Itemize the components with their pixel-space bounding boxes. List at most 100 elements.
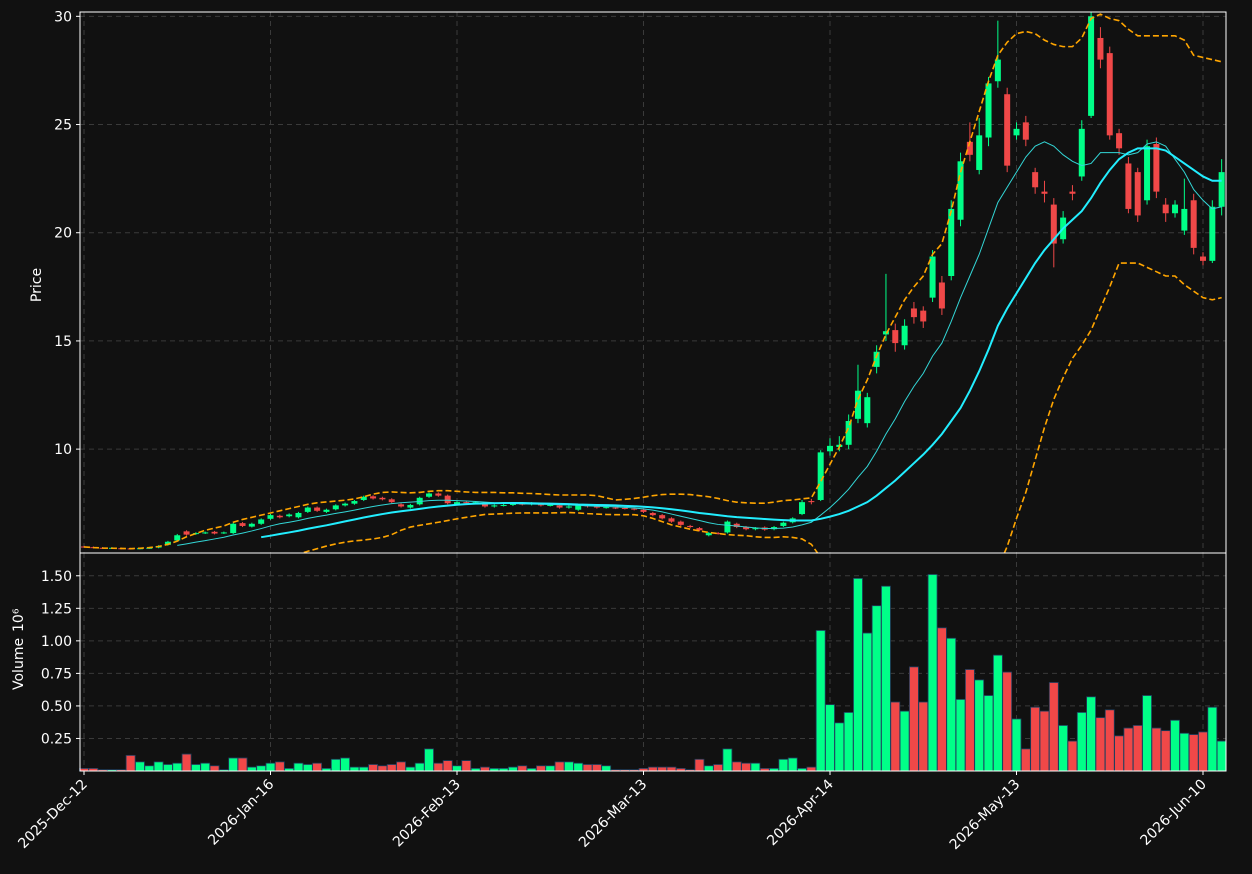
candle-body <box>1190 200 1197 248</box>
y-tick-label: 20 <box>54 226 72 242</box>
volume-bar <box>573 762 584 772</box>
candle-body <box>192 533 199 535</box>
volume-bar <box>750 762 761 772</box>
volume-bar <box>1132 725 1143 772</box>
candle-body <box>407 504 414 508</box>
candle-body <box>1209 206 1216 261</box>
volume-bar <box>1123 727 1134 772</box>
volume-bar <box>881 585 891 772</box>
candle-body <box>500 504 507 506</box>
volume-bar <box>1160 730 1171 772</box>
candle-body <box>1088 16 1095 116</box>
candle-body <box>873 351 880 367</box>
volume-tick-label: 1.50 <box>41 569 72 585</box>
volume-bar <box>200 762 211 772</box>
volume-bar <box>414 762 425 772</box>
volume-bar <box>554 761 565 772</box>
volume-bar <box>228 757 239 772</box>
candle-body <box>426 493 433 497</box>
candle-body <box>808 501 815 503</box>
candle-body <box>276 515 283 518</box>
volume-bar <box>172 762 183 772</box>
volume-bar <box>1104 709 1115 772</box>
volume-bar <box>806 766 817 772</box>
volume-bar <box>1048 682 1059 772</box>
candle-body <box>1106 53 1113 136</box>
volume-bar <box>1170 719 1180 772</box>
y-tick-label: 30 <box>54 9 72 25</box>
candle-body <box>481 504 488 507</box>
volume-bar <box>1188 734 1199 772</box>
volume-bar <box>1198 731 1208 772</box>
y-tick-label: 25 <box>54 118 72 134</box>
volume-bar <box>657 766 668 772</box>
bollinger-band <box>83 13 1222 550</box>
candle-body <box>631 508 638 510</box>
volume-bar <box>1114 735 1124 772</box>
volume-bar <box>843 712 854 772</box>
moving-average <box>261 147 1222 539</box>
volume-bar <box>377 765 388 772</box>
candle-body <box>183 531 190 535</box>
volume-bar <box>508 766 518 772</box>
volume-bar <box>1142 695 1152 772</box>
candle-body <box>640 509 647 512</box>
candle-body <box>267 515 274 519</box>
candle-body <box>817 452 824 500</box>
candle-body <box>1050 204 1057 244</box>
candle-body <box>827 445 833 452</box>
volume-bar <box>246 766 257 772</box>
volume-bar <box>946 637 957 772</box>
volume-bar <box>1020 748 1031 772</box>
volume-bar <box>386 764 397 772</box>
candle-body <box>1181 208 1188 231</box>
candle-body <box>901 325 908 346</box>
candle-body <box>1022 122 1029 140</box>
volume-bar <box>181 753 192 772</box>
volume-bar <box>974 679 985 772</box>
candle-body <box>780 522 787 526</box>
candle-body <box>314 507 321 511</box>
candle-body <box>351 501 358 504</box>
candle-body <box>668 518 675 522</box>
candle-body <box>174 535 181 541</box>
volume-tick-label: 0.75 <box>41 666 72 682</box>
volume-bar <box>825 704 835 772</box>
candle-body <box>1200 256 1206 261</box>
volume-bar <box>424 748 434 772</box>
price-panel <box>81 12 1225 553</box>
candle-body <box>565 506 572 508</box>
candle-body <box>705 533 712 536</box>
candle-body <box>733 523 740 528</box>
candle-body <box>845 420 852 445</box>
candle-body <box>248 523 255 527</box>
candle-body <box>612 507 619 509</box>
candle-body <box>1125 163 1132 209</box>
volume-bar <box>349 766 360 772</box>
candle-body <box>948 208 955 277</box>
volume-bar <box>209 765 220 772</box>
volume-bar <box>1095 717 1106 772</box>
candle-body <box>342 503 349 506</box>
volume-bar <box>293 762 304 772</box>
volume-bar <box>433 762 444 772</box>
candle-body <box>164 541 171 545</box>
candle-body <box>491 505 498 507</box>
candle-body <box>1162 204 1169 214</box>
candle-body <box>659 515 666 519</box>
volume-offset: 10⁶ <box>11 608 27 632</box>
volume-bar <box>190 764 201 772</box>
y-axis-label: Price <box>29 268 45 302</box>
candle-body <box>920 310 927 322</box>
volume-bar <box>666 766 677 772</box>
volume-bar <box>713 764 723 772</box>
candle-body <box>230 523 237 534</box>
volume-bar <box>731 761 742 772</box>
volume-bar <box>1086 696 1096 772</box>
candle-body <box>1116 133 1123 149</box>
bollinger-band <box>299 262 1222 553</box>
volume-bar <box>1067 740 1078 772</box>
candle-body <box>910 308 917 318</box>
volume-bar <box>890 701 901 772</box>
